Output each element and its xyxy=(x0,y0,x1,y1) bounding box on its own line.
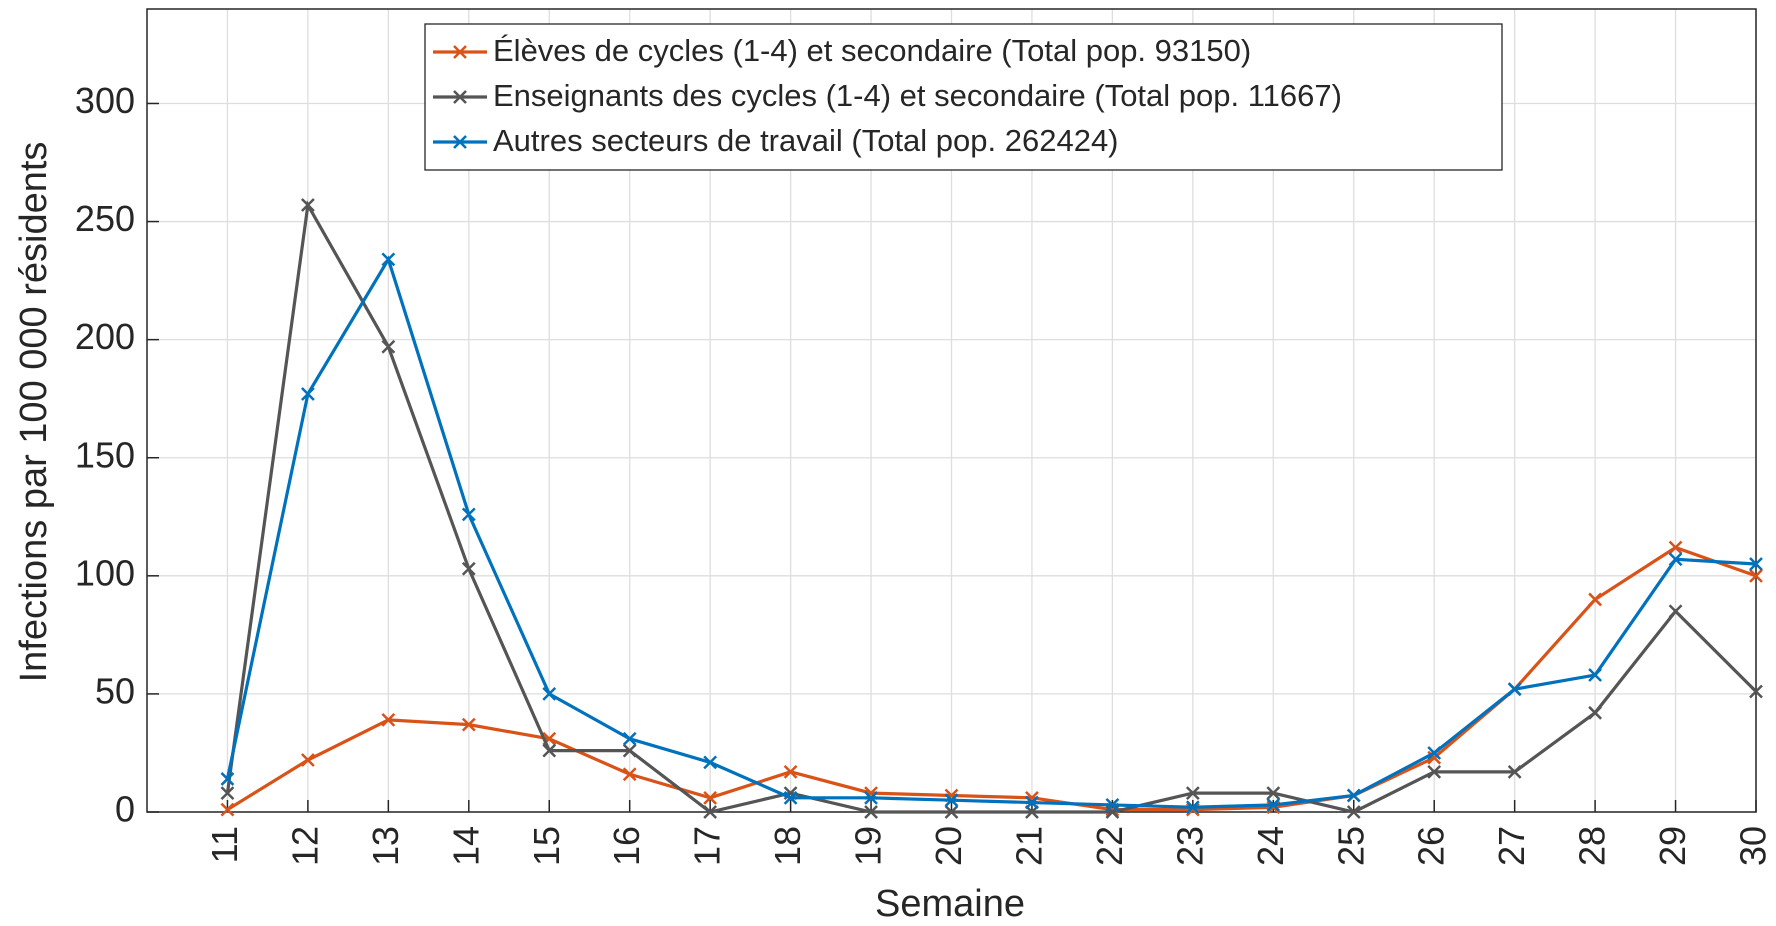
marker xyxy=(220,802,235,817)
marker xyxy=(703,805,718,819)
marker xyxy=(1749,568,1763,583)
marker xyxy=(1668,540,1683,555)
marker xyxy=(381,252,396,267)
marker xyxy=(622,731,637,746)
x-tick-label: 15 xyxy=(526,826,567,866)
marker xyxy=(301,753,315,767)
marker xyxy=(864,805,878,819)
marker xyxy=(461,717,476,732)
marker xyxy=(1427,746,1442,760)
marker xyxy=(1507,764,1522,779)
marker xyxy=(542,743,557,758)
x-tick-label: 27 xyxy=(1491,826,1532,866)
marker xyxy=(461,507,476,522)
marker xyxy=(864,790,878,805)
marker xyxy=(703,790,718,805)
y-tick-label: 0 xyxy=(115,789,135,830)
marker xyxy=(1588,705,1602,720)
x-tick-label: 20 xyxy=(928,826,969,866)
marker xyxy=(1185,800,1200,815)
y-tick-label: 250 xyxy=(75,198,135,239)
marker xyxy=(1266,786,1281,800)
series-line xyxy=(225,255,1757,809)
marker xyxy=(1749,684,1763,699)
legend: Élèves de cycles (1-4) et secondaire (To… xyxy=(424,23,1503,171)
series xyxy=(220,252,1763,815)
y-axis-label: Infections par 100 000 résidents xyxy=(13,142,55,683)
marker xyxy=(783,790,798,805)
x-tick-label: 19 xyxy=(848,826,889,866)
legend-marker xyxy=(453,90,467,104)
marker xyxy=(1346,788,1361,803)
marker xyxy=(944,793,959,808)
series xyxy=(220,540,1763,817)
marker xyxy=(1749,557,1763,571)
marker xyxy=(381,339,396,354)
y-tick-label: 200 xyxy=(75,316,135,357)
marker xyxy=(703,755,718,770)
x-tick-label: 26 xyxy=(1411,826,1452,866)
marker xyxy=(1588,668,1602,682)
x-tick-label: 16 xyxy=(606,826,647,866)
legend-box xyxy=(424,23,1503,171)
legend-marker xyxy=(453,135,467,149)
marker xyxy=(1185,786,1200,800)
legend-label: Élèves de cycles (1-4) et secondaire (To… xyxy=(493,33,1251,68)
x-tick-label: 30 xyxy=(1733,826,1774,866)
marker xyxy=(1025,795,1039,810)
x-tick-label: 23 xyxy=(1169,826,1210,866)
marker xyxy=(461,561,476,576)
x-tick-label: 22 xyxy=(1089,826,1130,866)
marker xyxy=(1668,552,1683,567)
marker xyxy=(220,772,235,786)
x-tick-label: 11 xyxy=(204,826,245,863)
y-tick-label: 50 xyxy=(95,670,135,711)
marker xyxy=(220,786,235,800)
marker xyxy=(381,713,396,727)
legend-label: Autres secteurs de travail (Total pop. 2… xyxy=(493,123,1119,158)
marker xyxy=(1427,764,1442,779)
marker xyxy=(301,198,315,212)
marker xyxy=(1346,805,1361,819)
marker xyxy=(542,687,557,701)
series xyxy=(220,198,1763,819)
marker xyxy=(1507,682,1522,697)
legend-marker xyxy=(453,45,467,59)
series-line xyxy=(226,545,1757,812)
x-tick-label: 14 xyxy=(445,826,486,866)
marker xyxy=(783,764,798,779)
marker xyxy=(1668,604,1683,619)
marker xyxy=(1588,592,1602,607)
marker xyxy=(301,387,315,401)
x-tick-label: 24 xyxy=(1250,826,1291,866)
marker xyxy=(622,743,637,758)
x-tick-label: 18 xyxy=(767,826,808,866)
x-tick-label: 13 xyxy=(365,826,406,866)
y-tick-label: 300 xyxy=(75,80,135,121)
x-tick-label: 12 xyxy=(284,826,325,866)
y-tick-label: 150 xyxy=(75,434,135,475)
marker xyxy=(944,805,959,819)
marker xyxy=(622,767,637,782)
x-tick-label: 28 xyxy=(1572,826,1613,866)
x-axis-label: Semaine xyxy=(875,883,1025,925)
legend-label: Enseignants des cycles (1-4) et secondai… xyxy=(493,78,1342,113)
x-tick-label: 17 xyxy=(687,826,728,866)
x-tick-label: 21 xyxy=(1008,826,1049,866)
y-tick-label: 100 xyxy=(75,552,135,593)
x-tick-label: 29 xyxy=(1652,826,1693,866)
marker xyxy=(1105,798,1120,812)
x-tick-label: 25 xyxy=(1330,826,1371,866)
series-line xyxy=(225,200,1758,814)
marker xyxy=(1266,798,1281,812)
